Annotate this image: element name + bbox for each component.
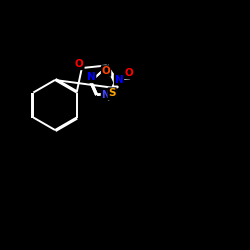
Text: N: N — [115, 75, 124, 85]
Text: S: S — [108, 88, 116, 98]
Text: O: O — [75, 59, 84, 69]
Text: O: O — [102, 66, 110, 76]
Text: NH: NH — [102, 90, 118, 100]
Text: N: N — [87, 72, 96, 82]
Text: O: O — [124, 68, 133, 78]
